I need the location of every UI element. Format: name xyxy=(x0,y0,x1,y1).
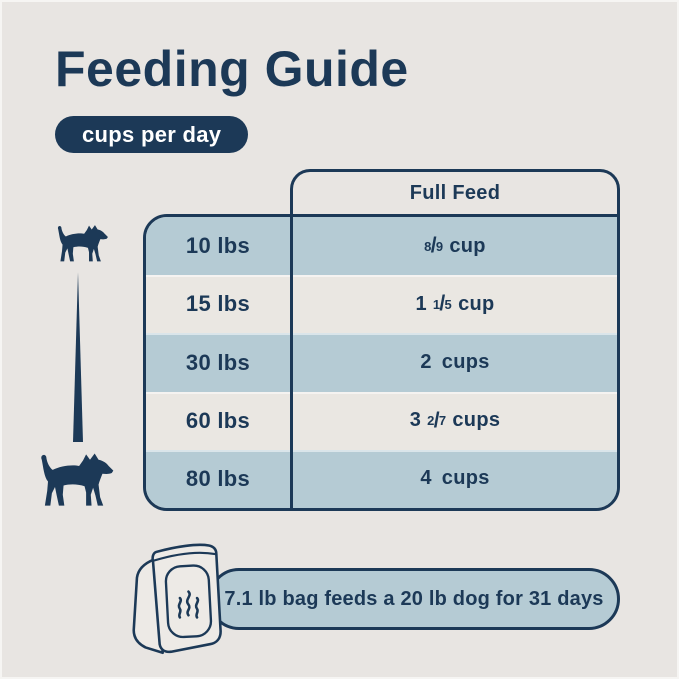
weight-cell: 10 lbs xyxy=(146,217,293,276)
table-row: 80 lbs 4 cups xyxy=(146,449,617,508)
fraction-denominator: 5 xyxy=(444,296,453,312)
feeding-table: 10 lbs 8/9 cup 15 lbs 1 1/5 cup 30 lbs 2 cup… xyxy=(143,214,620,511)
table-row: 30 lbs 2 cups xyxy=(146,333,617,392)
table-header-label: Full Feed xyxy=(409,181,501,204)
fraction-denominator: 7 xyxy=(438,413,447,429)
amount-whole: 3 xyxy=(409,409,422,432)
amount-cell: 4 cups xyxy=(293,450,617,508)
amount-whole: 4 xyxy=(420,467,432,490)
table-row: 60 lbs 3 2/7 cups xyxy=(146,391,617,450)
amount-cell: 3 2/7 cups xyxy=(293,392,617,450)
fraction-slash: / xyxy=(430,234,437,258)
amount-unit: cup xyxy=(449,234,486,257)
amount-unit: cups xyxy=(441,351,490,373)
table-row: 15 lbs 1 1/5 cup xyxy=(146,275,617,334)
amount-whole: 1 xyxy=(415,292,427,315)
weight-cell: 60 lbs xyxy=(146,391,293,450)
fraction-numerator: 2 xyxy=(427,413,435,429)
steam-icon xyxy=(177,590,200,619)
weight-cell: 15 lbs xyxy=(146,275,293,334)
amount-unit: cups xyxy=(441,467,490,490)
amount-unit: cups xyxy=(452,409,501,432)
bag-info-text: 7.1 lb bag feeds a 20 lb dog for 31 days xyxy=(224,587,604,610)
subtitle-badge-label: cups per day xyxy=(82,121,222,147)
fraction-denominator: 9 xyxy=(435,238,444,254)
large-dog-icon xyxy=(41,453,114,506)
weight-cell: 30 lbs xyxy=(146,333,293,392)
fraction-slash: / xyxy=(439,292,446,316)
small-dog-icon xyxy=(57,225,108,262)
size-scale-triangle-icon xyxy=(73,272,83,442)
subtitle-badge: cups per day xyxy=(55,116,249,153)
amount-cell: 2 cups xyxy=(293,333,617,391)
table-header-full-feed: Full Feed xyxy=(290,169,620,214)
amount-cell: 8/9 cup xyxy=(293,217,617,275)
amount-unit: cup xyxy=(458,292,495,315)
amount-cell: 1 1/5 cup xyxy=(293,275,617,333)
amount-whole: 2 xyxy=(420,351,432,373)
weight-cell: 80 lbs xyxy=(146,449,293,508)
fraction-slash: / xyxy=(433,408,440,432)
fraction-numerator: 8 xyxy=(424,238,432,254)
food-bag-icon xyxy=(132,543,222,655)
fraction-numerator: 1 xyxy=(432,296,441,312)
table-row: 10 lbs 8/9 cup xyxy=(146,217,617,276)
bag-info-banner: 7.1 lb bag feeds a 20 lb dog for 31 days xyxy=(208,568,620,630)
page-title: Feeding Guide xyxy=(55,41,409,97)
